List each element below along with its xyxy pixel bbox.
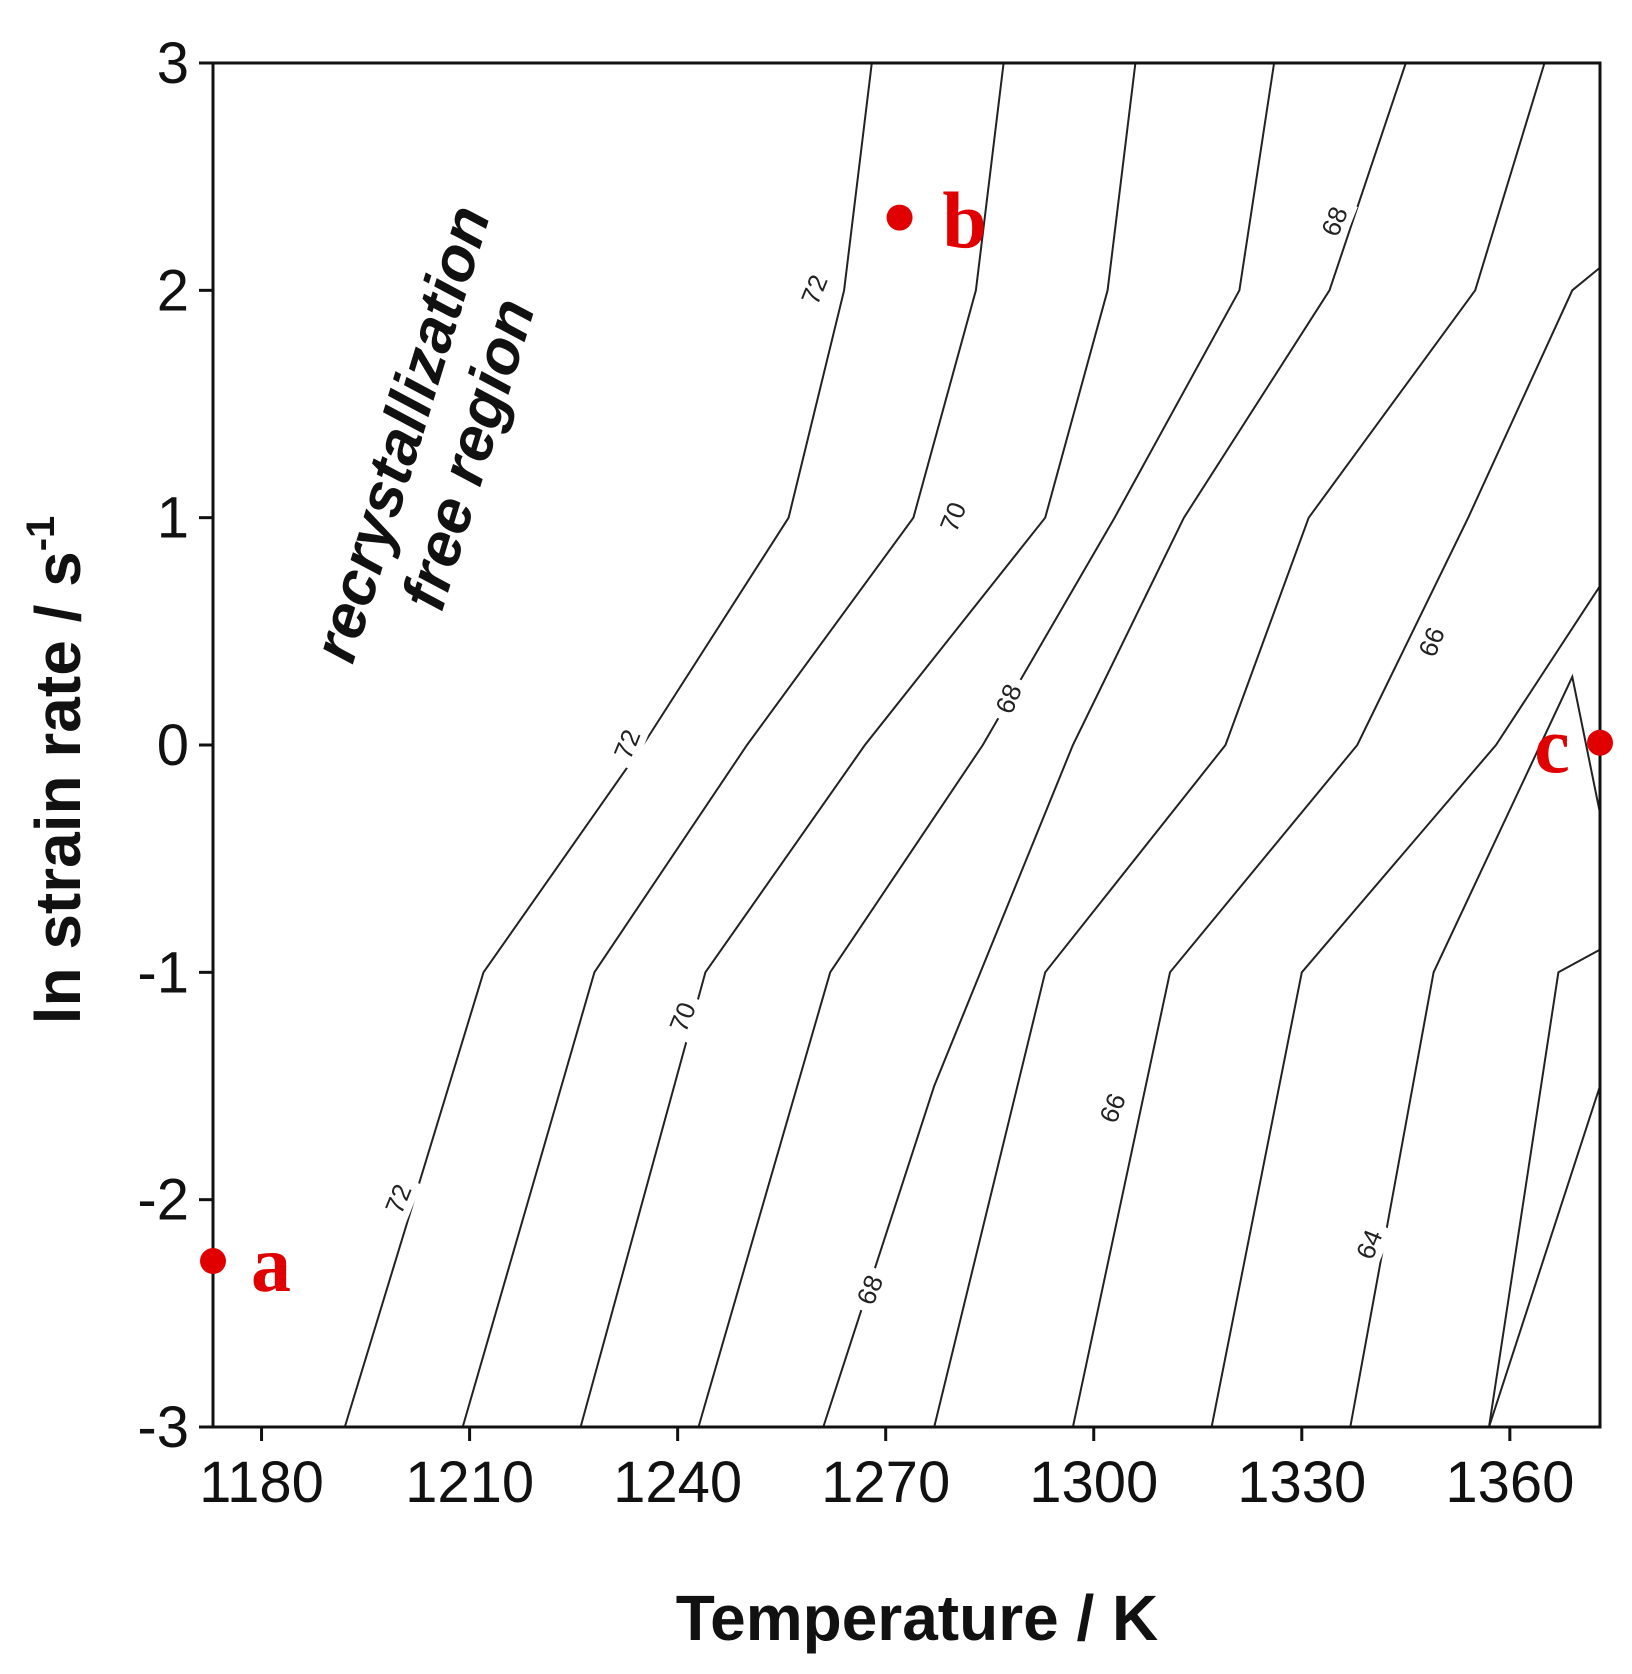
- x-tick-label: 1180: [199, 1450, 324, 1515]
- contour-label-bg: [607, 719, 651, 771]
- contour-label-bg: [663, 992, 706, 1044]
- y-tick-label: 1: [157, 486, 189, 551]
- contour-line-11: [1488, 1085, 1601, 1428]
- contour-line-5: [822, 62, 1407, 1428]
- contour-label-bg: [1412, 617, 1455, 669]
- highlight-points: a b c: [200, 178, 1613, 1309]
- y-tick-label: -2: [137, 1168, 189, 1233]
- contour-line-1: [343, 62, 873, 1428]
- contour-line-8: [1210, 585, 1601, 1428]
- y-tick-label: -1: [137, 940, 189, 1005]
- contour-label-bg: [1349, 1219, 1393, 1271]
- y-tick-label: 0: [157, 713, 189, 778]
- x-tick-label: 1270: [821, 1450, 950, 1515]
- contour-lines: [343, 62, 1601, 1428]
- x-tick-label: 1300: [1029, 1450, 1158, 1515]
- point-label-a: a: [251, 1221, 291, 1309]
- y-tick-label: -3: [137, 1395, 189, 1460]
- contour-label-bg: [850, 1264, 894, 1317]
- contour-line-2: [461, 62, 1005, 1428]
- y-axis-title-main: ln strain rate / s: [22, 551, 94, 1024]
- contour-label-bg: [1093, 1083, 1136, 1135]
- x-tick-label: 1330: [1237, 1450, 1366, 1515]
- y-tick-label: 3: [157, 31, 189, 96]
- contour-line-3: [579, 62, 1137, 1428]
- region-annotation: recrystallization free region: [300, 198, 549, 670]
- axis-ticks: 1180 1210 1240 1270 1300 1330 1360 -3 -2 -1 0 1 2 3: [137, 31, 1574, 1515]
- contour-line-7: [1071, 266, 1601, 1428]
- point-label-b: b: [942, 178, 987, 266]
- x-tick-label: 1210: [405, 1450, 534, 1515]
- contour-label-bg: [933, 492, 977, 544]
- point-c: [1587, 729, 1613, 756]
- contour-label-bg: [1315, 196, 1358, 248]
- y-axis-title: ln strain rate / s-1: [19, 516, 94, 1025]
- contour-label-bg: [795, 264, 838, 316]
- contour-label-bg: [379, 1174, 422, 1226]
- x-tick-label: 1240: [613, 1450, 742, 1515]
- contour-label-bg: [989, 673, 1032, 726]
- contour-line-6: [933, 62, 1546, 1428]
- contour-line-4: [697, 62, 1276, 1428]
- y-tick-label: 2: [157, 258, 189, 323]
- point-label-c: c: [1534, 703, 1570, 791]
- y-axis-title-superscript: -1: [19, 516, 63, 552]
- x-axis-title: Temperature / K: [676, 1582, 1159, 1654]
- x-tick-label: 1360: [1445, 1450, 1574, 1515]
- point-a: [200, 1248, 226, 1275]
- point-b: [886, 204, 913, 231]
- contour-line-10: [1488, 948, 1601, 1428]
- contour-line-9: [1349, 673, 1601, 1428]
